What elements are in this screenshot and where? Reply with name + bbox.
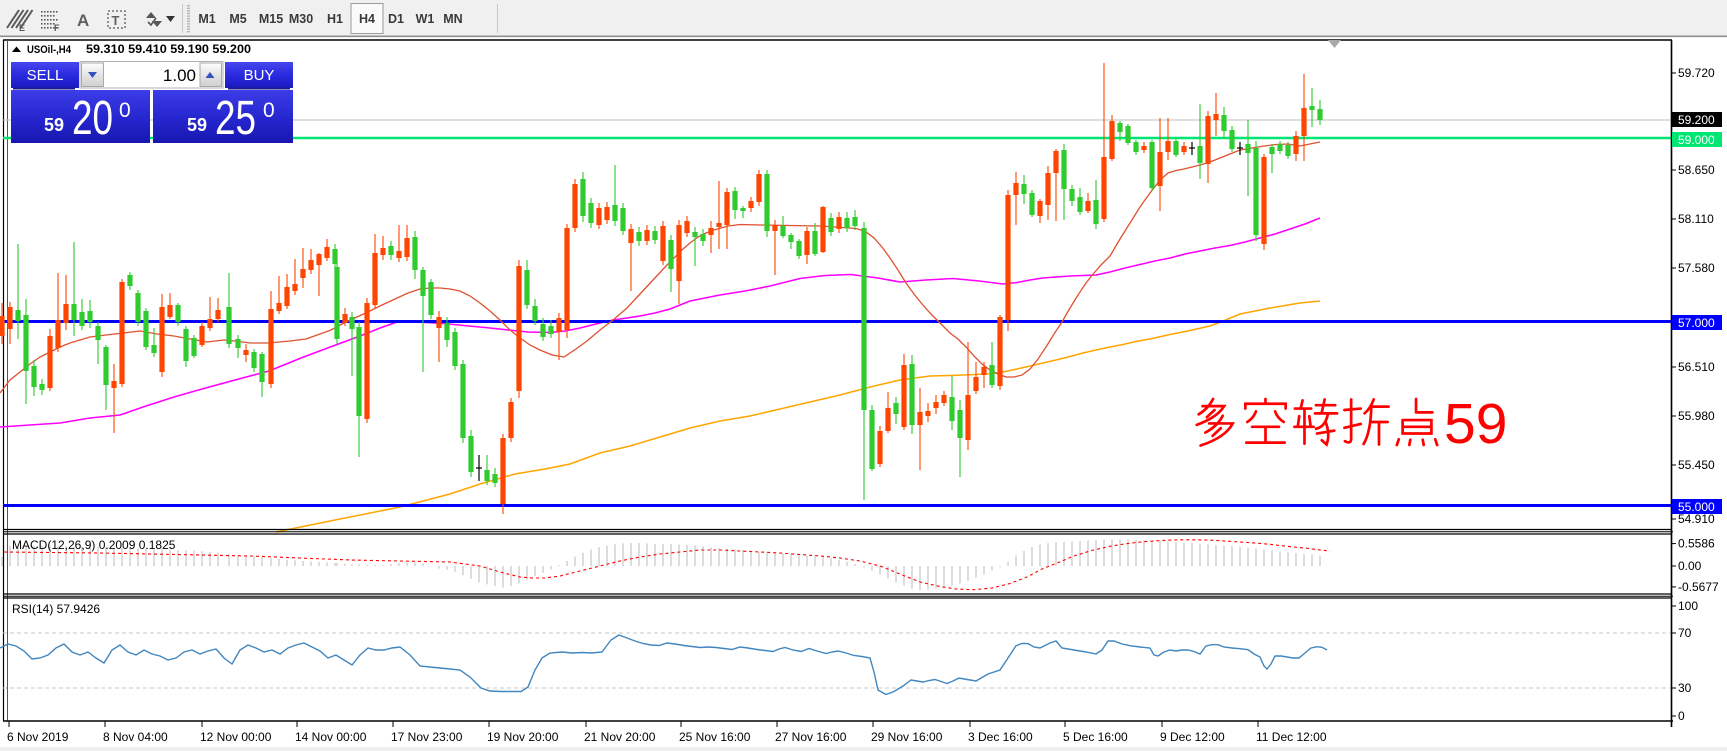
svg-text:0: 0: [119, 99, 131, 122]
svg-text:55.000: 55.000: [1678, 500, 1715, 514]
svg-text:25: 25: [215, 92, 256, 145]
svg-text:USOil-,H4: USOil-,H4: [27, 44, 72, 56]
svg-text:56.510: 56.510: [1678, 360, 1715, 374]
svg-text:58.650: 58.650: [1678, 163, 1715, 177]
svg-text:W1: W1: [416, 12, 435, 26]
svg-text:57.580: 57.580: [1678, 261, 1715, 275]
svg-text:D1: D1: [388, 12, 404, 26]
svg-text:H4: H4: [359, 12, 375, 26]
svg-text:M1: M1: [198, 12, 215, 26]
svg-text:25 Nov 16:00: 25 Nov 16:00: [679, 730, 751, 744]
svg-text:0: 0: [263, 99, 275, 122]
svg-text:3 Dec 16:00: 3 Dec 16:00: [968, 730, 1033, 744]
svg-text:RSI(14) 57.9426: RSI(14) 57.9426: [12, 602, 100, 616]
svg-text:MN: MN: [443, 12, 462, 26]
svg-text:8 Nov 04:00: 8 Nov 04:00: [103, 730, 168, 744]
svg-text:54.910: 54.910: [1678, 512, 1715, 526]
svg-text:-0.5677: -0.5677: [1678, 580, 1719, 594]
svg-text:59.000: 59.000: [1678, 133, 1715, 147]
svg-text:1.00: 1.00: [163, 66, 196, 85]
svg-text:58.110: 58.110: [1678, 212, 1714, 226]
svg-text:59.310 59.410 59.190 59.200: 59.310 59.410 59.190 59.200: [86, 42, 251, 56]
svg-text:55.980: 55.980: [1678, 409, 1715, 423]
svg-text:M15: M15: [259, 12, 283, 26]
svg-text:59.720: 59.720: [1678, 66, 1715, 80]
svg-text:0.5586: 0.5586: [1678, 537, 1715, 551]
svg-text:17 Nov 23:00: 17 Nov 23:00: [391, 730, 463, 744]
svg-text:BUY: BUY: [244, 67, 275, 84]
svg-text:6 Nov 2019: 6 Nov 2019: [7, 730, 69, 744]
svg-text:5 Dec 16:00: 5 Dec 16:00: [1063, 730, 1128, 744]
svg-text:20: 20: [72, 92, 113, 145]
svg-text:M5: M5: [229, 12, 246, 26]
svg-text:0.00: 0.00: [1678, 559, 1702, 573]
svg-text:19 Nov 20:00: 19 Nov 20:00: [487, 730, 559, 744]
svg-text:0: 0: [1678, 709, 1685, 723]
svg-text:59: 59: [187, 115, 207, 135]
svg-text:100: 100: [1678, 599, 1698, 613]
svg-text:9 Dec 12:00: 9 Dec 12:00: [1160, 730, 1225, 744]
svg-text:21 Nov 20:00: 21 Nov 20:00: [584, 730, 656, 744]
svg-text:T: T: [112, 13, 120, 28]
svg-text:70: 70: [1678, 626, 1692, 640]
svg-text:29 Nov 16:00: 29 Nov 16:00: [871, 730, 943, 744]
svg-text:F: F: [54, 23, 60, 33]
svg-text:59.200: 59.200: [1678, 113, 1715, 127]
svg-text:59: 59: [1444, 392, 1507, 456]
svg-text:M30: M30: [289, 12, 313, 26]
svg-text:MACD(12,26,9) 0.2009 0.1825: MACD(12,26,9) 0.2009 0.1825: [12, 538, 176, 552]
svg-text:SELL: SELL: [27, 67, 64, 84]
svg-text:14 Nov 00:00: 14 Nov 00:00: [295, 730, 367, 744]
svg-text:H1: H1: [327, 12, 343, 26]
svg-text:11 Dec 12:00: 11 Dec 12:00: [1256, 730, 1327, 744]
svg-text:30: 30: [1678, 681, 1692, 695]
svg-text:55.450: 55.450: [1678, 458, 1715, 472]
svg-text:12 Nov 00:00: 12 Nov 00:00: [200, 730, 272, 744]
svg-text:E: E: [19, 23, 25, 33]
svg-text:59: 59: [44, 115, 64, 135]
svg-text:57.000: 57.000: [1678, 316, 1715, 330]
svg-text:27 Nov 16:00: 27 Nov 16:00: [775, 730, 847, 744]
svg-text:A: A: [77, 11, 89, 30]
